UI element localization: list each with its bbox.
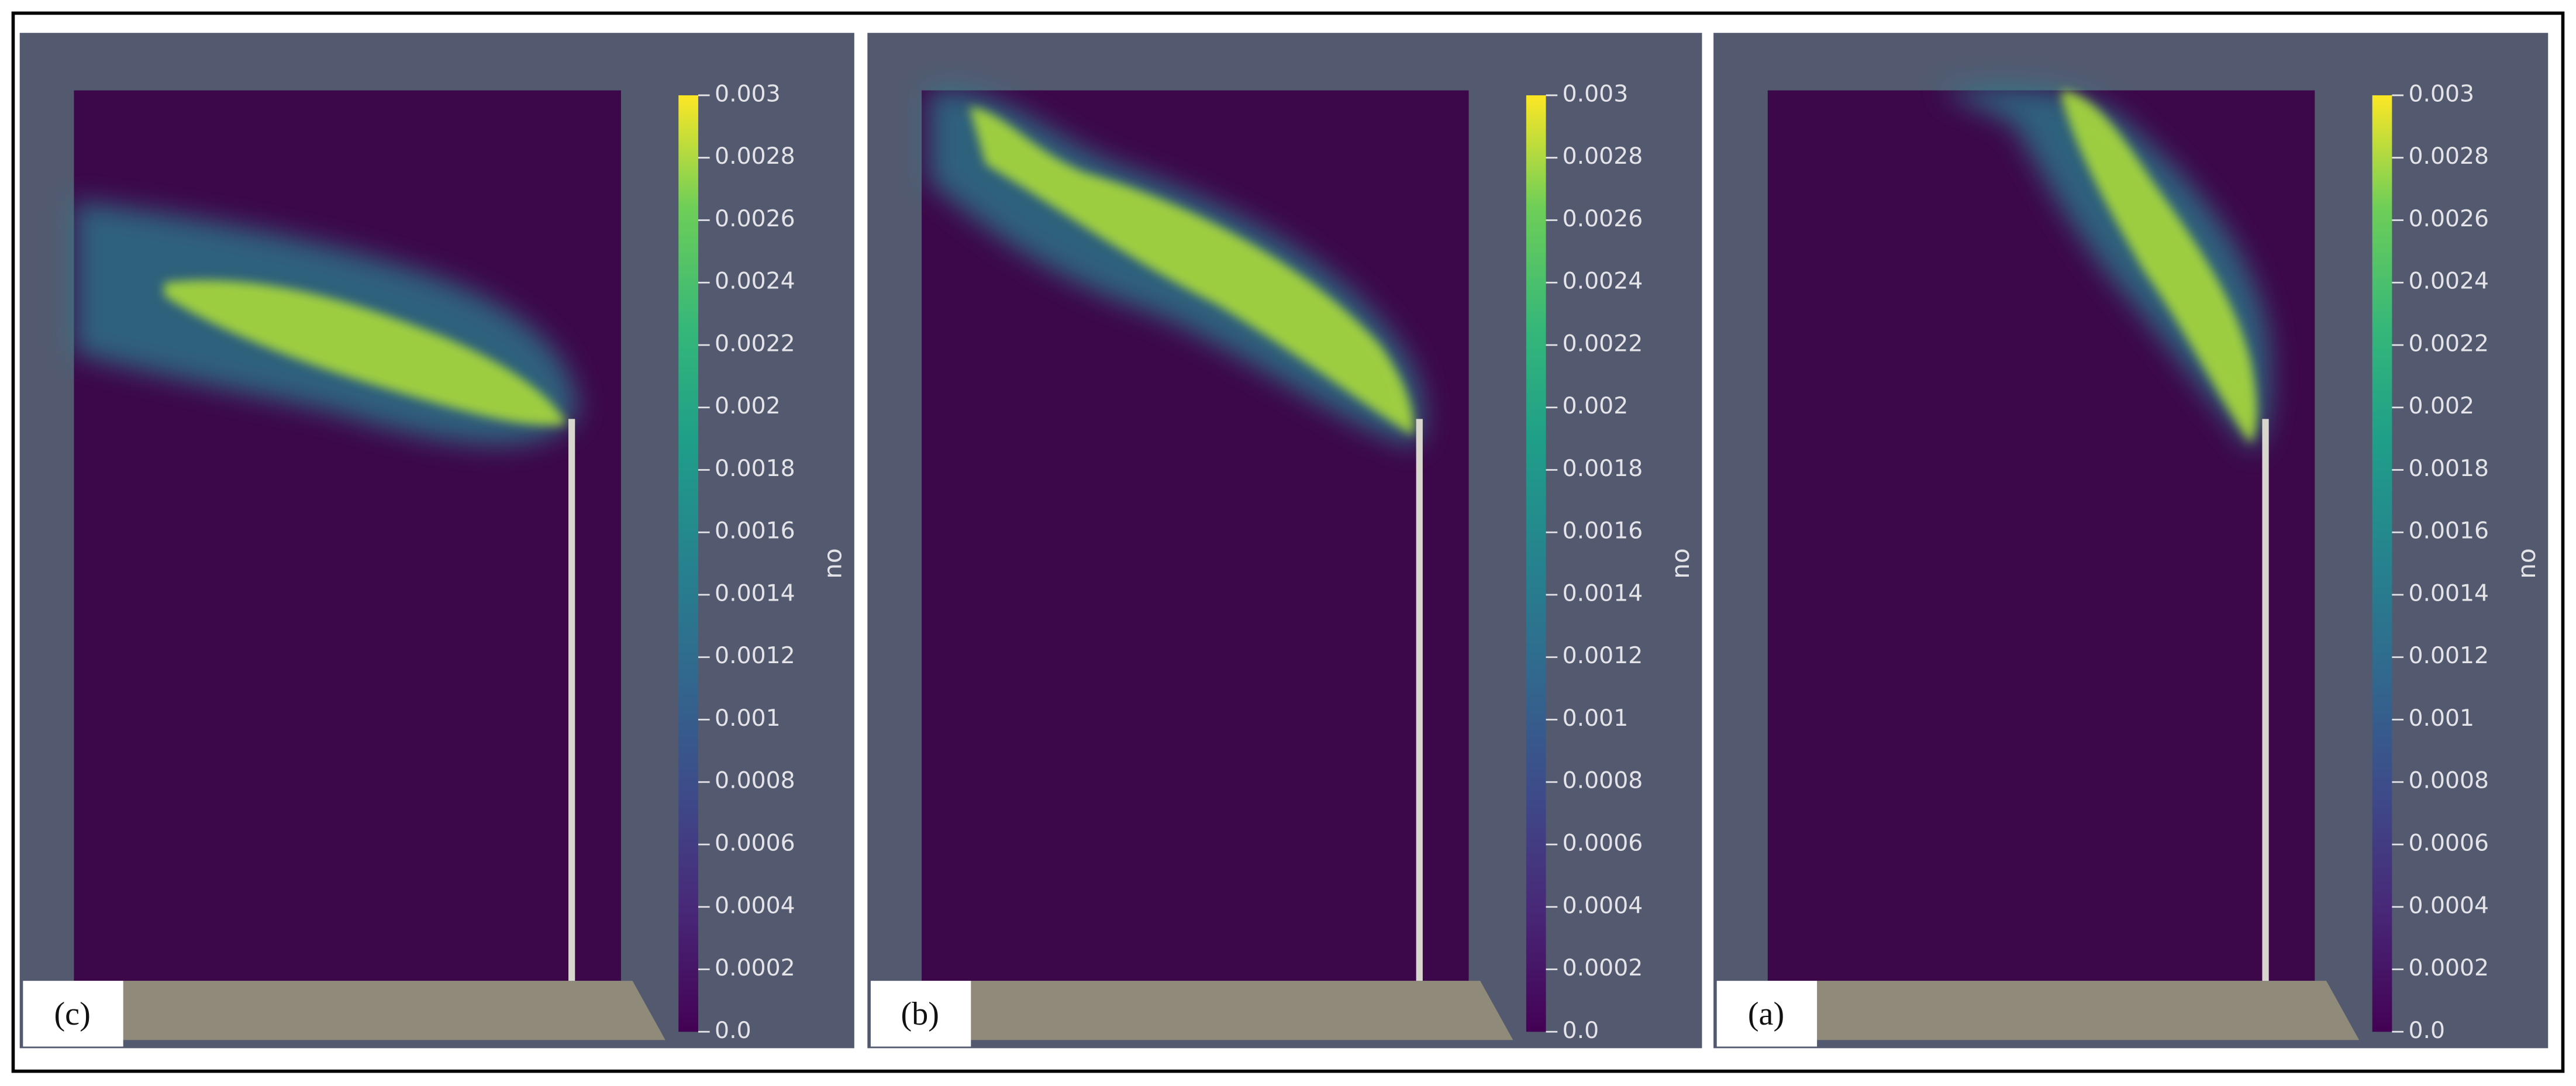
colorbar-tick-label: 0.0 [715, 1017, 751, 1044]
colorbar-tick-label: 0.0018 [2408, 455, 2489, 482]
plume-core [969, 106, 1414, 436]
colorbar [1526, 95, 1546, 1032]
colorbar-tick-label: 0.0018 [715, 455, 795, 482]
colorbar-tick-label: 0.0012 [715, 642, 795, 669]
colorbar-tick-label: 0.0008 [2408, 767, 2489, 794]
colorbar-tick-label: 0.0022 [1563, 330, 1643, 357]
colorbar-tick-label: 0.002 [2408, 392, 2474, 419]
colorbar-tick-label: 0.0002 [715, 954, 795, 981]
stack [568, 419, 575, 981]
panel: (a) 0.003 0.0028 0.0026 0.0024 0.0022 0.002 0.0… [1713, 33, 2549, 1049]
colorbar-title: no [2512, 548, 2541, 578]
colorbar-tick-label: 0.0024 [1563, 268, 1643, 295]
colorbar-tick-label: 0.0022 [715, 330, 795, 357]
colorbar-tick-label: 0.002 [715, 392, 781, 419]
colorbar-tick-label: 0.0024 [715, 268, 795, 295]
plume-outer [1938, 87, 2271, 452]
colorbar-tick-label: 0.0004 [2408, 892, 2489, 919]
colorbar-title: no [1666, 548, 1695, 578]
colorbar-tick-label: 0.0026 [2408, 205, 2489, 232]
domain [1767, 90, 2315, 981]
colorbar-tick-label: 0.0014 [1563, 580, 1643, 606]
colorbar-tick-label: 0.0016 [1563, 518, 1643, 544]
colorbar-tick-label: 0.0008 [715, 767, 795, 794]
panels: (c) 0.003 0.0028 0.0026 0.0024 0.0022 0.002 0.0… [19, 33, 2549, 1049]
panel: (b) 0.003 0.0028 0.0026 0.0024 0.0022 0.002 0.0… [867, 33, 1702, 1049]
label-box [23, 981, 123, 1047]
colorbar-tick-label: 0.003 [715, 80, 781, 107]
colorbar-tick-label: 0.0014 [2408, 580, 2489, 606]
colorbar-title: no [818, 548, 847, 578]
panel-label: (b) [901, 996, 939, 1032]
colorbar [678, 95, 698, 1032]
colorbar-tick-label: 0.003 [1563, 80, 1629, 107]
colorbar-tick-label: 0.0004 [715, 892, 795, 919]
colorbar-tick-label: 0.001 [2408, 705, 2474, 732]
colorbar-tick-label: 0.0022 [2408, 330, 2489, 357]
colorbar-tick-label: 0.0006 [2408, 830, 2489, 857]
colorbar-tick-label: 0.001 [1563, 705, 1629, 732]
colorbar-tick-label: 0.0026 [715, 205, 795, 232]
colorbar-tick-label: 0.0002 [2408, 954, 2489, 981]
colorbar-tick-label: 0.0016 [2408, 518, 2489, 544]
colorbar-tick-label: 0.0014 [715, 580, 795, 606]
plume-core [164, 280, 567, 426]
colorbar-tick-label: 0.0028 [1563, 143, 1643, 170]
colorbar [2372, 95, 2392, 1032]
colorbar-tick-label: 0.0002 [1563, 954, 1643, 981]
colorbar-tick-label: 0.003 [2408, 80, 2474, 107]
colorbar-tick-label: 0.0018 [1563, 455, 1643, 482]
panel: (c) 0.003 0.0028 0.0026 0.0024 0.0022 0.002 0.0… [19, 33, 854, 1049]
plume-core [2061, 90, 2257, 444]
panel-label: (a) [1748, 996, 1784, 1032]
colorbar-tick-label: 0.0 [2408, 1017, 2445, 1044]
stack [1416, 419, 1423, 981]
label-box [1716, 981, 1818, 1047]
colorbar-tick-label: 0.0 [1563, 1017, 1599, 1044]
colorbar-tick-label: 0.0012 [2408, 642, 2489, 669]
colorbar-tick-label: 0.0004 [1563, 892, 1643, 919]
floor [922, 981, 1513, 1040]
colorbar-tick-label: 0.0026 [1563, 205, 1643, 232]
colorbar-tick-label: 0.0028 [715, 143, 795, 170]
stack [2262, 419, 2269, 981]
floor [74, 981, 665, 1040]
panel-label: (c) [54, 996, 90, 1032]
colorbar-tick-label: 0.0008 [1563, 767, 1643, 794]
colorbar-tick-label: 0.002 [1563, 392, 1629, 419]
colorbar-tick-label: 0.0024 [2408, 268, 2489, 295]
colorbar-tick-label: 0.0006 [715, 830, 795, 857]
label-box [870, 981, 971, 1047]
colorbar-tick-label: 0.0006 [1563, 830, 1643, 857]
colorbar-tick-label: 0.0028 [2408, 143, 2489, 170]
colorbar-tick-label: 0.001 [715, 705, 781, 732]
colorbar-tick-label: 0.0012 [1563, 642, 1643, 669]
colorbar-tick-label: 0.0016 [715, 518, 795, 544]
floor [1767, 981, 2360, 1040]
